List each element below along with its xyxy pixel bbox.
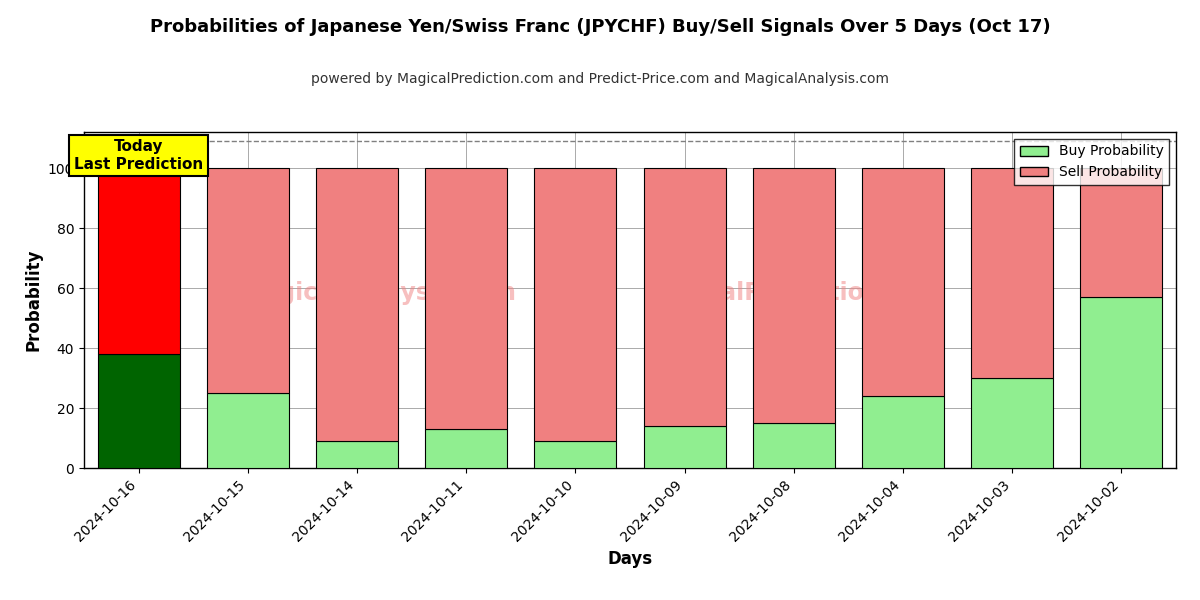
Text: Today
Last Prediction: Today Last Prediction [74,139,203,172]
Bar [643,168,726,426]
Bar [971,378,1054,468]
Bar [752,168,835,423]
Bar [1080,297,1163,468]
Bar [534,168,617,441]
Bar [643,426,726,468]
Bar [97,168,180,354]
Bar [425,168,508,429]
Text: Probabilities of Japanese Yen/Swiss Franc (JPYCHF) Buy/Sell Signals Over 5 Days : Probabilities of Japanese Yen/Swiss Fran… [150,18,1050,36]
Legend: Buy Probability, Sell Probability: Buy Probability, Sell Probability [1014,139,1169,185]
Bar [534,441,617,468]
Y-axis label: Probability: Probability [24,249,42,351]
Bar [425,429,508,468]
Bar [1080,168,1163,297]
Bar [752,423,835,468]
Bar [971,168,1054,378]
Text: MagicalPrediction.com: MagicalPrediction.com [642,281,946,305]
X-axis label: Days: Days [607,550,653,568]
Bar [316,441,398,468]
Text: powered by MagicalPrediction.com and Predict-Price.com and MagicalAnalysis.com: powered by MagicalPrediction.com and Pre… [311,72,889,86]
Bar [97,354,180,468]
Text: MagicalAnalysis.com: MagicalAnalysis.com [240,281,517,305]
Bar [316,168,398,441]
Bar [206,393,289,468]
Bar [206,168,289,393]
Bar [862,396,944,468]
Bar [862,168,944,396]
